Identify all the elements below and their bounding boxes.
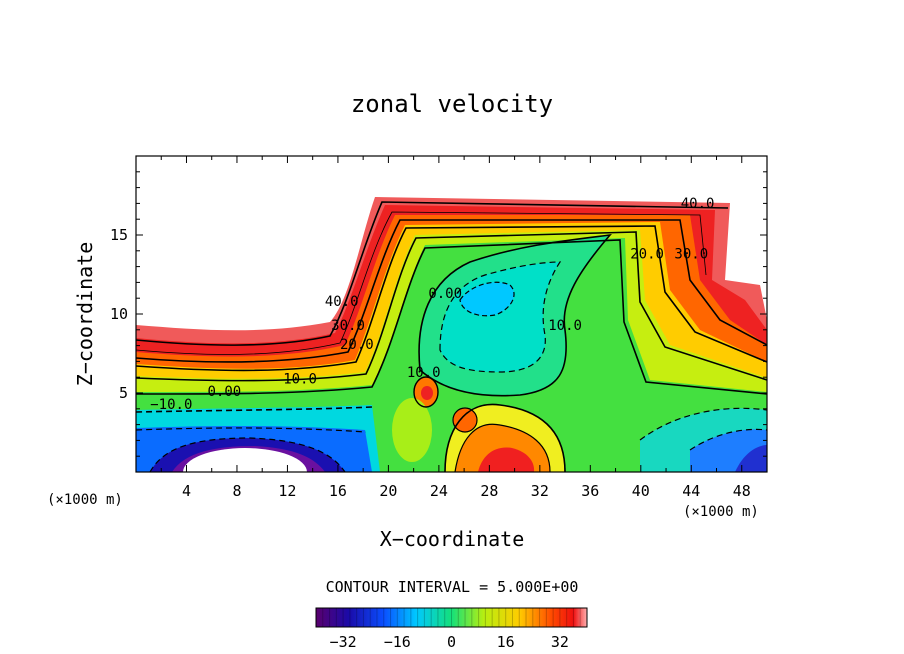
x-tick-label: 40 [632,482,650,500]
contour-0 [136,239,767,395]
contour-label: 10.0 [407,365,441,381]
band-neg30-right [735,445,767,472]
contour-labels: 40.0 30.0 20.0 40.0 30.0 20.0 10.0 0.00 −10.0 0.0… [150,196,714,413]
contour-lines [136,201,767,472]
contour-surface-jet-inner [454,423,551,472]
x-tick-label: 44 [682,482,700,500]
plot-area: 40.0 30.0 20.0 40.0 30.0 20.0 10.0 0.00 −10.0 0.0… [136,196,767,472]
x-unit-right: (×1000 m) [683,504,759,520]
contour-small-jet-b [452,407,478,433]
x-tick-label: 32 [531,482,549,500]
contour-30 [136,219,767,363]
contour-label: 20.0 [630,247,664,263]
x-tick-label: 28 [480,482,498,500]
surface-jet-30 [478,447,535,472]
colorbar-tick-label: −32 [330,633,357,651]
colorbar-tick-label: 16 [497,633,515,651]
x-axis-ticks: 4 8 12 16 20 24 28 32 36 40 44 48 [160,156,751,500]
contour-surface-jet [444,403,566,472]
y-tick-label: 15 [110,226,128,244]
colorbar-tick-label: 0 [447,633,456,651]
contour-label: 0.00 [428,286,462,302]
contour-label: 10.0 [548,318,582,334]
x-tick-label: 36 [581,482,599,500]
contour-interior-neg10 [459,281,515,317]
x-tick-label: 16 [329,482,347,500]
small-jet-a-core [421,386,433,400]
contour-neg30 [149,437,346,472]
x-unit-left: (×1000 m) [47,492,123,508]
contour-10 [136,231,767,382]
contour-neg10 [136,406,373,413]
y-axis-ticks: 5 10 15 [110,171,767,457]
contour-label: 30.0 [331,318,365,334]
contour-interior-neg5 [439,261,562,373]
contour-neg20-right [689,428,767,451]
interior-low-neg5 [440,262,560,372]
contour-20 [136,225,767,372]
colorbar-tick-label: −16 [384,633,411,651]
velocity-field [136,197,767,472]
contour-35 [136,211,707,355]
contour-neg10-right [639,407,767,441]
interior-low-neg10 [460,282,515,316]
contour-label: 20.0 [340,337,374,353]
x-tick-label: 4 [182,482,191,500]
contour-label: 40.0 [325,294,359,310]
colorbar: −32 −16 0 16 32 [315,607,588,651]
chart-title: zonal velocity [351,90,553,118]
y-tick-label: 5 [119,384,128,402]
contour-label: −10.0 [150,397,192,413]
colorbar-stripes [322,608,581,627]
contour-label: 40.0 [681,196,715,212]
y-tick-label: 10 [110,305,128,323]
contour-label: 10.0 [283,372,317,388]
x-tick-label: 8 [232,482,241,500]
x-tick-label: 24 [430,482,448,500]
x-tick-label: 12 [278,482,296,500]
small-jet-c [392,398,432,462]
band-void [183,448,307,472]
colorbar-gradient [315,607,588,628]
x-tick-label: 20 [379,482,397,500]
contour-40 [136,201,729,346]
x-tick-label: 48 [733,482,751,500]
colorbar-tick-label: 32 [551,633,569,651]
contour-interval-label: CONTOUR INTERVAL = 5.000E+00 [326,578,579,596]
contour-small-jet-a [413,376,439,408]
contour-neg20 [136,427,367,433]
colorbar-ticks: −32 −16 0 16 32 [330,633,569,651]
contour-label: 30.0 [674,247,708,263]
contour-interior-0 [418,233,612,397]
small-jet-b [453,408,477,432]
x-axis-title: X−coordinate [380,527,525,551]
contour-label: 0.00 [207,384,241,400]
y-axis-title: Z−coordinate [73,242,97,387]
